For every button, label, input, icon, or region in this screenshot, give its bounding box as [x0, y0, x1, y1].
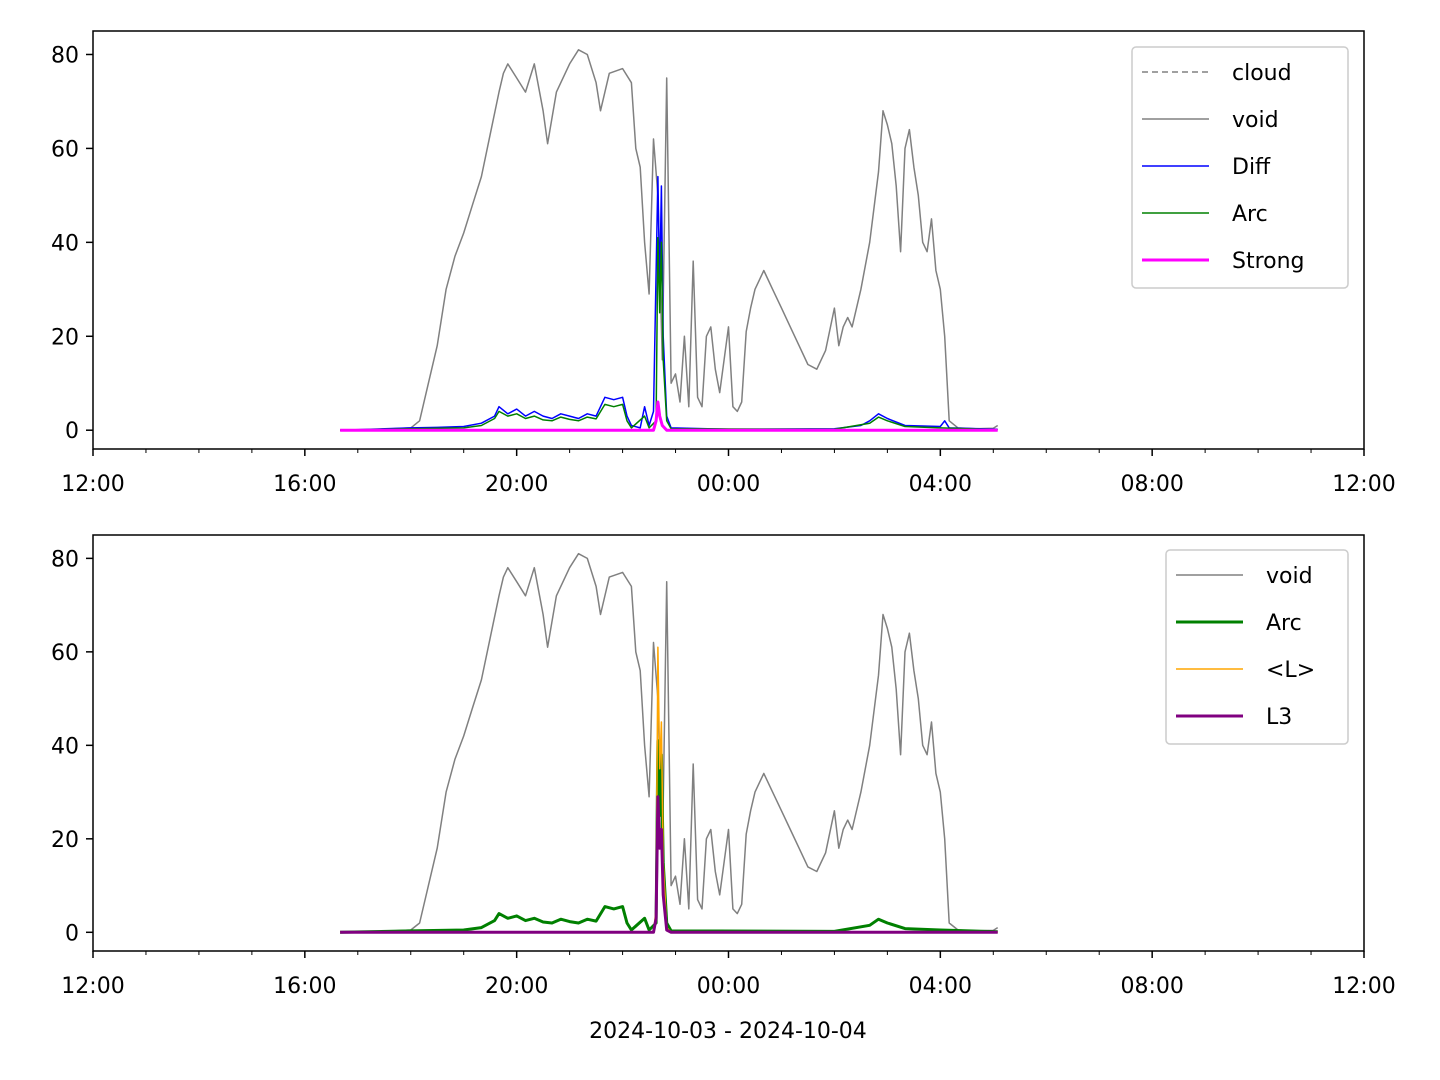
series-line-void — [340, 552, 999, 934]
x-tick-label: 00:00 — [697, 974, 760, 999]
legend-box — [1165, 549, 1349, 745]
legend-label: cloud — [1232, 61, 1292, 86]
x-tick-label: 12:00 — [1332, 974, 1395, 999]
x-tick-label: 20:00 — [485, 472, 548, 497]
x-tick-label: 04:00 — [909, 472, 972, 497]
bottom-panel: 0 20 40 60 80 12:00 16:00 20:00 00:00 04:00 08:00 1… — [51, 534, 1396, 999]
series-line-L3 — [340, 795, 998, 934]
series-layer — [340, 552, 999, 934]
legend: void Arc <L> L3 — [1165, 549, 1349, 745]
series-line-void — [340, 49, 999, 431]
legend-label: L3 — [1266, 705, 1292, 730]
legend-label: void — [1232, 108, 1279, 133]
y-tick-label: 0 — [65, 921, 79, 946]
x-tick-label: 12:00 — [61, 472, 124, 497]
legend-label: Strong — [1232, 249, 1305, 274]
legend: cloud void Diff Arc Strong — [1131, 46, 1349, 289]
x-tick-label: 00:00 — [697, 472, 760, 497]
y-tick-label: 60 — [51, 641, 79, 666]
y-tick-label: 0 — [65, 419, 79, 444]
y-tick-label: 20 — [51, 325, 79, 350]
x-tick-label: 20:00 — [485, 974, 548, 999]
x-tick-label: 08:00 — [1120, 974, 1183, 999]
legend-label: Arc — [1232, 202, 1268, 227]
y-tick-label: 60 — [51, 137, 79, 162]
top-panel: 0 20 40 60 80 12:00 16:00 20:00 00:00 04:00 08:00 1… — [51, 30, 1396, 497]
legend-label: Arc — [1266, 611, 1302, 636]
legend-label: void — [1266, 564, 1313, 589]
legend-label: <L> — [1266, 658, 1315, 683]
legend-box — [1131, 46, 1349, 289]
series-line-Diff — [340, 175, 998, 431]
x-tick-label: 04:00 — [909, 974, 972, 999]
x-tick-label: 12:00 — [1332, 472, 1395, 497]
y-tick-label: 40 — [51, 734, 79, 759]
x-tick-label: 08:00 — [1120, 472, 1183, 497]
legend-label: Diff — [1232, 155, 1271, 180]
x-tick-label: 16:00 — [273, 974, 336, 999]
x-tick-label: 12:00 — [61, 974, 124, 999]
y-tick-label: 20 — [51, 828, 79, 853]
figure-xlabel: 2024-10-03 - 2024-10-04 — [589, 1019, 867, 1044]
x-tick-label: 16:00 — [273, 472, 336, 497]
y-tick-label: 80 — [51, 43, 79, 68]
y-tick-label: 40 — [51, 231, 79, 256]
series-layer — [340, 49, 999, 432]
y-tick-label: 80 — [51, 547, 79, 572]
series-line-Strong — [340, 400, 998, 432]
